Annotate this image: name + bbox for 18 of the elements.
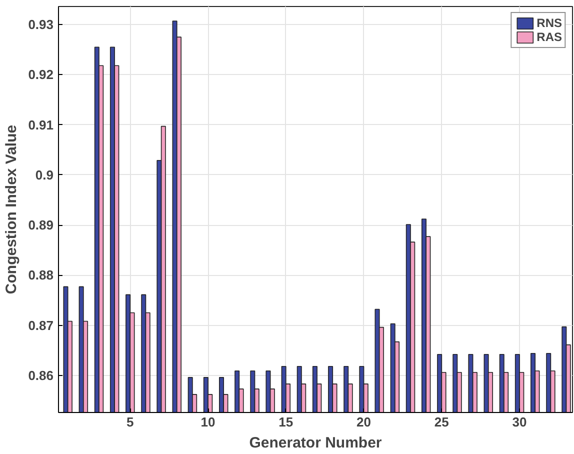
- y-tick-label: 0.9: [35, 167, 54, 182]
- x-tick-label: 20: [356, 414, 372, 430]
- y-tick-label: 0.87: [28, 318, 54, 333]
- x-tick-label: 15: [278, 414, 294, 430]
- y-tick-label: 0.93: [28, 17, 54, 32]
- y-tick-label: 0.89: [28, 218, 54, 233]
- legend-label: RNS: [536, 16, 562, 30]
- x-tick-label: 5: [126, 414, 134, 430]
- legend-label: RAS: [536, 30, 562, 44]
- x-tick-label: 30: [512, 414, 527, 430]
- x-axis-title: Generator Number: [249, 434, 382, 452]
- x-tick-label: 10: [200, 414, 216, 430]
- y-tick-label: 0.92: [28, 67, 54, 82]
- y-tick-label: 0.91: [28, 117, 54, 132]
- x-tick-label: 25: [434, 414, 449, 430]
- y-tick-label: 0.86: [28, 368, 54, 383]
- y-tick-label: 0.88: [28, 268, 54, 283]
- y-axis-title: Congestion Index Value: [3, 124, 20, 294]
